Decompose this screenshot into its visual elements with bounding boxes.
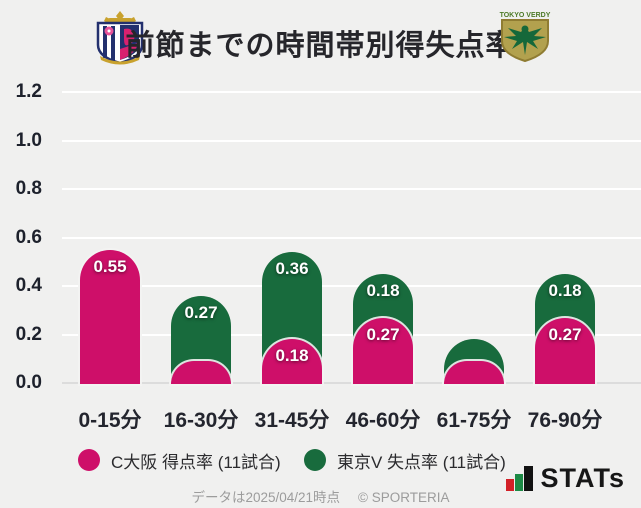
x-axis-line bbox=[62, 382, 641, 384]
home-bar bbox=[171, 361, 231, 384]
footer-note: データは2025/04/21時点 © SPORTERIA bbox=[0, 486, 641, 506]
stats-wordmark: STATs bbox=[540, 463, 625, 493]
data-timestamp: データは2025/04/21時点 bbox=[191, 490, 341, 505]
gridline bbox=[62, 188, 641, 190]
y-axis-label: 0.4 bbox=[15, 275, 42, 296]
y-axis-label: 1.2 bbox=[15, 81, 42, 102]
x-axis-label: 16-30分 bbox=[163, 409, 239, 432]
home-value-label: 0.27 bbox=[366, 324, 400, 344]
away-value-label: 0.18 bbox=[366, 280, 400, 300]
home-bar bbox=[262, 339, 322, 384]
y-axis-label: 0.0 bbox=[15, 372, 42, 393]
y-axis-label: 0.6 bbox=[15, 226, 42, 248]
away-series-label: 東京V 失点率 (11試合) bbox=[337, 452, 506, 472]
tokyo-verdy-wordmark: TOKYO VERDY bbox=[500, 12, 551, 19]
x-axis-label: 0-15分 bbox=[78, 409, 142, 432]
copyright: © SPORTERIA bbox=[358, 490, 450, 505]
chart-title: 前節までの時間帯別得失点率 bbox=[125, 30, 516, 62]
home-bar bbox=[80, 249, 140, 384]
stats-brand: STATs bbox=[505, 463, 626, 493]
home-series-label: C大阪 得点率 (11試合) bbox=[111, 452, 281, 472]
home-series-swatch bbox=[78, 449, 100, 471]
away-value-label: 0.27 bbox=[184, 302, 218, 322]
y-axis-label: 0.8 bbox=[15, 178, 42, 199]
home-bar bbox=[444, 361, 504, 384]
away-series-swatch bbox=[304, 449, 326, 471]
x-axis-label: 46-60分 bbox=[345, 409, 421, 432]
legend: C大阪 得点率 (11試合) 東京V 失点率 (11試合) bbox=[0, 446, 641, 474]
away-value-label: 0.36 bbox=[275, 259, 309, 279]
gridline bbox=[62, 91, 641, 93]
home-value-label: 0.27 bbox=[548, 324, 582, 344]
home-bar bbox=[535, 317, 595, 384]
gridline bbox=[62, 333, 641, 336]
cerezo-osaka-logo bbox=[96, 11, 144, 65]
header: 前節までの時間帯別得失点率 TOKYO VERDY bbox=[0, 0, 641, 70]
y-axis-label: 1.0 bbox=[15, 129, 42, 151]
tokyo-verdy-logo: TOKYO VERDY bbox=[500, 12, 551, 63]
legend-item-away: 東京V 失点率 (11試合) bbox=[304, 446, 506, 474]
gridline bbox=[62, 139, 641, 142]
home-value-label: 0.55 bbox=[93, 256, 127, 276]
home-value-label: 0.18 bbox=[275, 346, 309, 366]
gridline bbox=[62, 236, 641, 239]
x-axis-label: 76-90分 bbox=[527, 409, 603, 432]
gridline bbox=[62, 285, 641, 287]
legend-item-home: C大阪 得点率 (11試合) bbox=[78, 446, 281, 474]
away-value-label: 0.18 bbox=[548, 280, 582, 300]
x-axis-label: 31-45分 bbox=[254, 409, 330, 432]
home-bar bbox=[353, 317, 413, 384]
x-axis-label: 61-75分 bbox=[436, 409, 512, 432]
stats-bars-icon bbox=[505, 466, 534, 491]
y-axis-label: 0.2 bbox=[15, 323, 42, 345]
